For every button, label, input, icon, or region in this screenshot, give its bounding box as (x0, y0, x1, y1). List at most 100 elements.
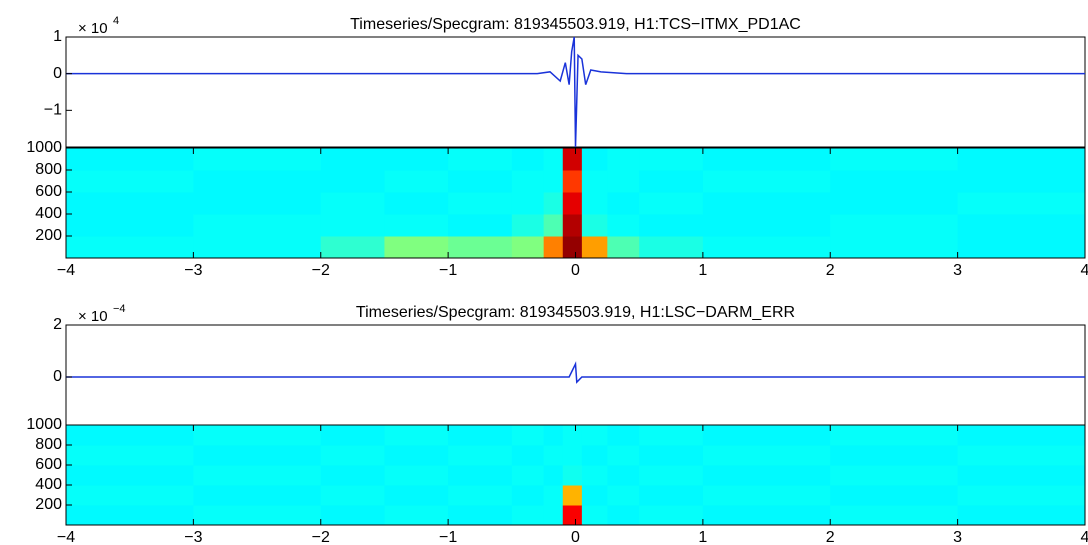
heat-cell (703, 485, 831, 506)
heat-cell (703, 170, 831, 193)
x-tick-label: 2 (826, 262, 835, 279)
heat-cell (607, 148, 639, 171)
heat-cell (544, 465, 564, 486)
x-tick-label: −4 (57, 262, 75, 279)
x-tick-label: 3 (953, 262, 962, 279)
chart-title: Timeseries/Specgram: 819345503.919, H1:L… (356, 304, 795, 321)
heat-cell (66, 148, 194, 171)
heat-cell (830, 192, 958, 215)
x-tick-label: 0 (571, 262, 580, 279)
y-tick-label: 1 (53, 28, 62, 45)
heat-cell (639, 192, 703, 215)
y-tick-label: 800 (35, 161, 62, 178)
heat-cell (448, 505, 512, 526)
heat-cell (563, 445, 583, 466)
heat-cell (321, 192, 385, 215)
heat-cell (193, 236, 321, 259)
heat-cell (582, 465, 608, 486)
heat-cell (321, 465, 385, 486)
heat-cell (607, 214, 639, 237)
heat-cell (639, 170, 703, 193)
heat-cell (512, 148, 544, 171)
heat-cell (830, 425, 958, 446)
heat-cell (384, 445, 448, 466)
x-tick-label: −3 (184, 529, 202, 545)
heat-cell (66, 170, 194, 193)
heat-cell (582, 505, 608, 526)
heat-cell (958, 485, 1086, 506)
y-tick-label: 0 (53, 368, 62, 385)
heat-cell (448, 192, 512, 215)
heat-cell (830, 465, 958, 486)
heat-cell (448, 148, 512, 171)
heat-cell (582, 445, 608, 466)
heat-cell (607, 425, 639, 446)
heat-cell (384, 148, 448, 171)
x-tick-label: 2 (826, 529, 835, 545)
heat-cell (448, 445, 512, 466)
heat-cell (582, 214, 608, 237)
heat-cell (639, 425, 703, 446)
heat-cell (703, 214, 831, 237)
heat-cell (607, 485, 639, 506)
heat-cell (512, 485, 544, 506)
heat-cell (563, 465, 583, 486)
heat-cell (448, 465, 512, 486)
y-tick-label: 400 (35, 205, 62, 222)
heat-cell (563, 192, 583, 215)
heat-cell (512, 505, 544, 526)
figure: Timeseries/Specgram: 819345503.919, H1:T… (0, 0, 1088, 545)
x-tick-label: −1 (439, 529, 457, 545)
x-tick-label: 4 (1081, 529, 1088, 545)
heat-cell (512, 425, 544, 446)
heat-cell (830, 148, 958, 171)
heat-cell (703, 425, 831, 446)
heat-cell (830, 214, 958, 237)
y-tick-label: 1000 (26, 139, 62, 156)
heat-cell (66, 445, 194, 466)
heat-cell (66, 465, 194, 486)
x-tick-label: −4 (57, 529, 75, 545)
heat-cell (563, 170, 583, 193)
heat-cell (703, 505, 831, 526)
heat-cell (321, 214, 385, 237)
heat-cell (384, 236, 448, 259)
heat-cell (958, 236, 1086, 259)
x-tick-label: −2 (312, 529, 330, 545)
heat-cell (639, 465, 703, 486)
x-tick-label: −2 (312, 262, 330, 279)
heat-cell (563, 425, 583, 446)
heat-cell (958, 214, 1086, 237)
heat-cell (703, 236, 831, 259)
heat-cell (66, 192, 194, 215)
heat-cell (384, 465, 448, 486)
chart-title: Timeseries/Specgram: 819345503.919, H1:T… (350, 16, 801, 33)
heat-cell (830, 236, 958, 259)
heat-cell (639, 214, 703, 237)
heat-cell (639, 148, 703, 171)
y-tick-label: 200 (35, 496, 62, 513)
heat-cell (193, 425, 321, 446)
heat-cell (512, 192, 544, 215)
y-tick-label: 200 (35, 227, 62, 244)
heat-cell (321, 170, 385, 193)
y-tick-label: 600 (35, 456, 62, 473)
heat-cell (448, 236, 512, 259)
heat-cell (544, 192, 564, 215)
heat-cell (582, 236, 608, 259)
heat-cell (639, 505, 703, 526)
x-tick-label: −3 (184, 262, 202, 279)
heat-cell (66, 425, 194, 446)
heat-cell (384, 505, 448, 526)
heat-cell (193, 485, 321, 506)
y-tick-label: 1000 (26, 416, 62, 433)
heat-cell (512, 236, 544, 259)
heat-cell (830, 170, 958, 193)
scale-exponent: 4 (113, 15, 119, 27)
heat-cell (66, 485, 194, 506)
heat-cell (563, 236, 583, 259)
heat-cell (958, 425, 1086, 446)
heat-cell (703, 192, 831, 215)
heat-cell (544, 425, 564, 446)
x-tick-label: 1 (698, 529, 707, 545)
